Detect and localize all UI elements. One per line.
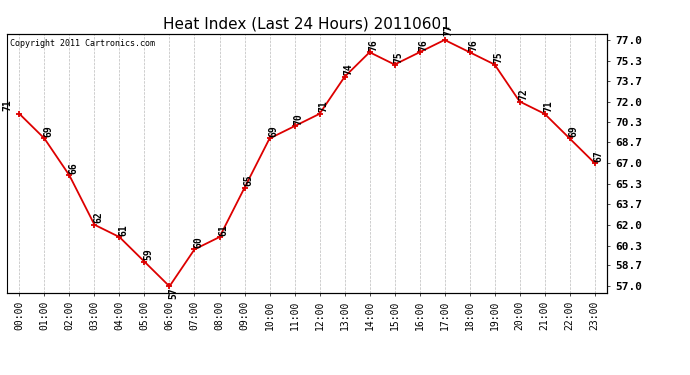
Text: 65: 65 [244, 175, 254, 186]
Text: 76: 76 [469, 39, 479, 51]
Text: 77: 77 [444, 24, 454, 36]
Text: 74: 74 [344, 64, 354, 75]
Text: 62: 62 [94, 211, 104, 223]
Text: 71: 71 [2, 99, 12, 111]
Text: 75: 75 [394, 51, 404, 63]
Text: 60: 60 [194, 236, 204, 248]
Text: 76: 76 [368, 39, 379, 51]
Text: 57: 57 [168, 287, 179, 299]
Text: 69: 69 [569, 125, 579, 137]
Text: 67: 67 [594, 150, 604, 162]
Text: 69: 69 [43, 125, 54, 137]
Text: 72: 72 [519, 88, 529, 100]
Text: 61: 61 [119, 224, 128, 236]
Text: Copyright 2011 Cartronics.com: Copyright 2011 Cartronics.com [10, 39, 155, 48]
Text: 76: 76 [419, 39, 428, 51]
Text: 69: 69 [268, 125, 279, 137]
Text: 70: 70 [294, 113, 304, 125]
Text: 71: 71 [319, 101, 328, 112]
Text: 61: 61 [219, 224, 228, 236]
Title: Heat Index (Last 24 Hours) 20110601: Heat Index (Last 24 Hours) 20110601 [163, 16, 451, 31]
Text: 59: 59 [144, 249, 154, 260]
Text: 71: 71 [544, 101, 554, 112]
Text: 75: 75 [494, 51, 504, 63]
Text: 66: 66 [68, 162, 79, 174]
